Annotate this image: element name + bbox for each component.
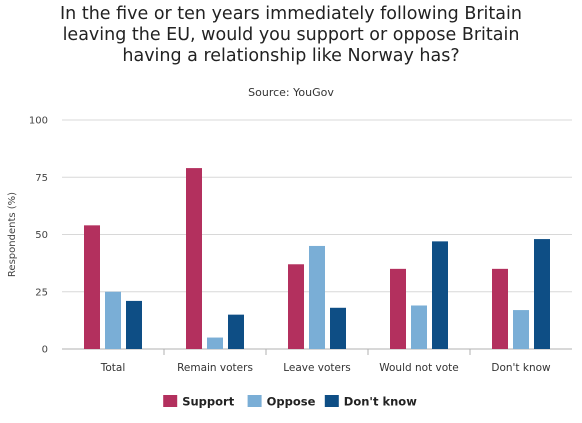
- y-tick-label: 25: [35, 287, 48, 298]
- bar-don-t-know: [330, 307, 346, 349]
- bar-support: [288, 264, 304, 349]
- bar-don-t-know: [432, 241, 448, 349]
- bar-support: [492, 268, 508, 349]
- x-tick-label: Leave voters: [283, 362, 351, 374]
- legend-swatch: [247, 395, 262, 407]
- bars: [84, 168, 550, 349]
- y-tick-label: 100: [29, 116, 48, 127]
- bar-support: [390, 268, 406, 349]
- y-tick-label: 0: [42, 345, 48, 356]
- y-axis-label: Respondents (%): [7, 192, 18, 277]
- y-tick-label: 50: [35, 230, 48, 241]
- bar-don-t-know: [534, 239, 550, 349]
- x-tick-label: Total: [100, 362, 126, 374]
- legend-swatch: [163, 395, 178, 407]
- x-axis: Total Remain voters Leave voters Would not …: [100, 349, 551, 374]
- bar-don-t-know: [228, 314, 244, 349]
- chart-subtitle: Source: YouGov: [248, 86, 334, 99]
- chart-title-line: In the five or ten years immediately fol…: [60, 4, 522, 24]
- bar-oppose: [411, 305, 427, 349]
- bar-oppose: [105, 291, 121, 349]
- chart-title: In the five or ten years immediately fol…: [0, 4, 582, 67]
- legend-swatch: [324, 395, 339, 407]
- x-tick-label: Don't know: [491, 362, 551, 374]
- x-tick-label: Remain voters: [177, 362, 253, 374]
- bar-oppose: [309, 245, 325, 349]
- chart-title-line: having a relationship like Norway has?: [122, 46, 460, 66]
- y-tick-label: 75: [35, 173, 48, 184]
- legend-label: Oppose: [267, 395, 316, 409]
- bar-don-t-know: [126, 300, 142, 349]
- bar-oppose: [207, 337, 223, 349]
- bar-support: [84, 225, 100, 349]
- legend-label: Don't know: [344, 395, 417, 409]
- legend-label: Support: [182, 395, 235, 409]
- x-tick-label: Would not vote: [379, 362, 459, 374]
- bar-support: [186, 168, 202, 349]
- gridlines: [62, 119, 572, 350]
- y-axis: 0 25 50 75 100 Respondents (%): [7, 116, 48, 356]
- legend: Support Oppose Don't know: [163, 395, 417, 409]
- chart-title-line: leaving the EU, would you support or opp…: [62, 25, 520, 45]
- bar-oppose: [513, 310, 529, 349]
